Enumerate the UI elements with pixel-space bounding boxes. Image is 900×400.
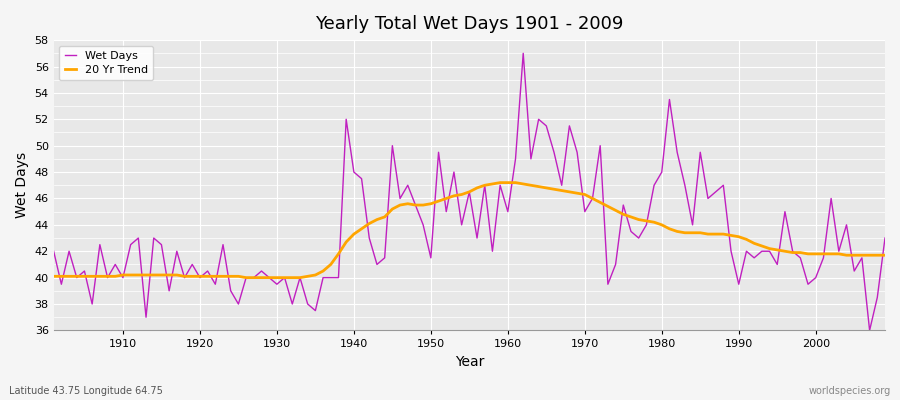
Wet Days [864,328,875,333]
20 Yr Trend [110,274,121,279]
X-axis label: Year: Year [454,355,484,369]
Legend: Wet Days, 20 Yr Trend: Wet Days, 20 Yr Trend [59,46,154,80]
Line: 20 Yr Trend: 20 Yr Trend [54,183,885,278]
Wet Days [495,183,506,188]
20 Yr Trend [287,275,298,280]
Wet Days [110,262,121,267]
Wet Days [879,236,890,240]
Text: worldspecies.org: worldspecies.org [809,386,891,396]
Y-axis label: Wet Days: Wet Days [15,152,29,218]
Wet Days [49,249,59,254]
Line: Wet Days: Wet Days [54,53,885,330]
20 Yr Trend [879,253,890,258]
Text: Latitude 43.75 Longitude 64.75: Latitude 43.75 Longitude 64.75 [9,386,163,396]
20 Yr Trend [333,252,344,256]
Wet Days [326,275,337,280]
20 Yr Trend [510,180,521,185]
20 Yr Trend [240,275,251,280]
20 Yr Trend [518,182,528,186]
Wet Days [279,275,290,280]
Title: Yearly Total Wet Days 1901 - 2009: Yearly Total Wet Days 1901 - 2009 [315,15,624,33]
20 Yr Trend [49,274,59,279]
Wet Days [518,51,528,56]
20 Yr Trend [610,208,621,213]
20 Yr Trend [495,180,506,185]
Wet Days [502,209,513,214]
Wet Days [602,282,613,287]
